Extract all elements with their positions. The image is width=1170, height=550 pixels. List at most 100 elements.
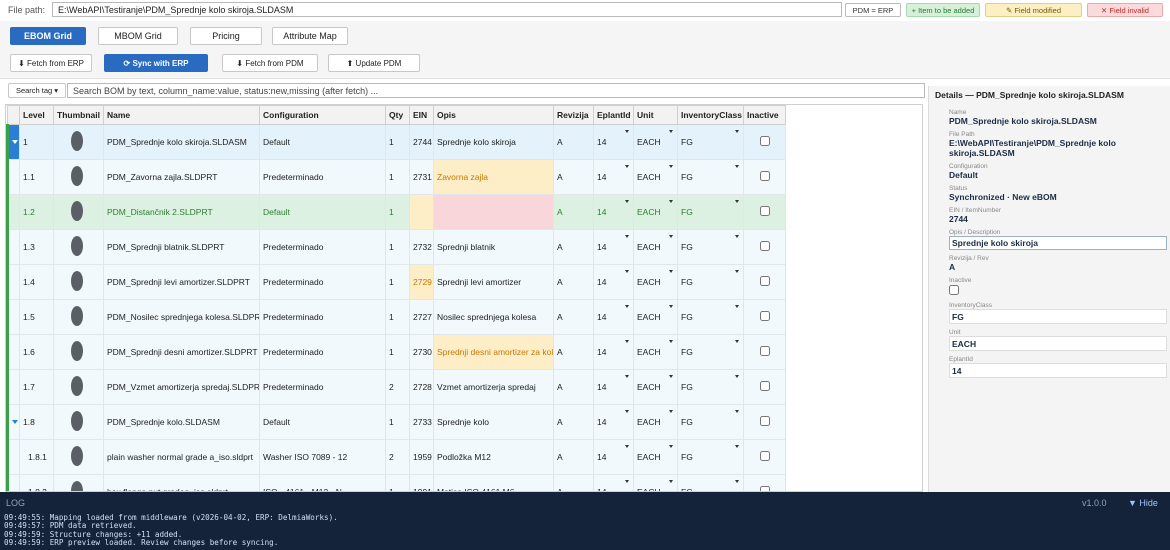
- legend-badge: + Item to be added: [906, 3, 980, 17]
- inventory-class-cell: FG: [677, 194, 744, 230]
- log-title: LOG: [6, 498, 26, 508]
- expand-toggle[interactable]: [12, 420, 18, 424]
- field-select[interactable]: FG: [949, 309, 1167, 324]
- inactive-checkbox[interactable]: [759, 451, 770, 461]
- field-select[interactable]: 14: [949, 363, 1167, 378]
- inactive-checkbox[interactable]: [759, 171, 770, 181]
- inactive-checkbox[interactable]: [759, 486, 770, 491]
- ein-cell: 1991: [409, 474, 434, 491]
- unit-cell: EACH: [633, 334, 678, 370]
- field-label: Name: [949, 109, 967, 116]
- qty-cell: 1: [385, 404, 410, 440]
- inactive-cell: [743, 474, 786, 491]
- inventory-class-cell: FG: [677, 404, 744, 440]
- name-cell: PDM_Vzmet amortizerja spredaj.SLDPRT: [103, 369, 260, 405]
- thumbnail: [71, 481, 83, 491]
- bom-row[interactable]: 1.1 PDM_Zavorna zajla.SLDPRT Predeterminad…: [6, 159, 786, 195]
- file-path-input[interactable]: E:\WebAPI\Testiranje\PDM_Sprednje kolo s…: [52, 2, 842, 17]
- revizija-cell: A: [553, 474, 594, 491]
- action-button[interactable]: ⟳ Sync with ERP: [104, 54, 208, 72]
- field-value: 2744: [949, 214, 968, 224]
- inventory-class-cell: FG: [677, 334, 744, 370]
- row-indicator: [6, 229, 20, 265]
- log-line: 09:49:59: Structure changes: +11 added.: [4, 529, 183, 539]
- thumbnail-shape: [71, 341, 83, 361]
- bom-row[interactable]: 1.6 PDM_Sprednji desni amortizer.SLDPRT Pr…: [6, 334, 786, 370]
- tab[interactable]: Pricing: [190, 27, 262, 45]
- column-header: EIN: [409, 105, 434, 125]
- row-indicator: [6, 159, 20, 195]
- bom-row[interactable]: 1.3 PDM_Sprednji blatnik.SLDPRT Predetermi…: [6, 229, 786, 265]
- bom-row[interactable]: 1.4 PDM_Sprednji levi amortizer.SLDPRT Pre…: [6, 264, 786, 300]
- eplantid-cell: 14: [593, 124, 634, 160]
- field-label: InventoryClass: [949, 302, 992, 309]
- thumbnail-shape: [71, 236, 83, 256]
- revizija-cell: A: [553, 299, 594, 335]
- thumbnail-shape: [71, 131, 83, 151]
- field-label: Inactive: [949, 277, 972, 284]
- bom-row[interactable]: 1.5 PDM_Nosilec sprednjega kolesa.SLDPRT P…: [6, 299, 786, 335]
- field-checkbox[interactable]: [949, 285, 959, 295]
- tab[interactable]: MBOM Grid: [98, 27, 178, 45]
- inventory-class-cell: FG: [677, 299, 744, 335]
- bom-row[interactable]: 1 PDM_Sprednje kolo skiroja.SLDASM Default…: [6, 124, 786, 160]
- opis-cell: Sprednji levi amortizer: [433, 264, 554, 300]
- inactive-checkbox[interactable]: [759, 276, 770, 286]
- action-button[interactable]: ⬆ Update PDM: [328, 54, 420, 72]
- thumbnail-cell: [53, 299, 104, 335]
- field-input[interactable]: Sprednje kolo skiroja: [949, 236, 1167, 250]
- field-label: File Path: [949, 131, 975, 138]
- action-button[interactable]: ⬇ Fetch from ERP: [10, 54, 92, 72]
- qty-cell: 1: [385, 299, 410, 335]
- inactive-checkbox[interactable]: [759, 381, 770, 391]
- inactive-checkbox[interactable]: [759, 206, 770, 216]
- thumbnail-cell: [53, 229, 104, 265]
- inactive-cell: [743, 229, 786, 265]
- thumbnail-cell: [53, 264, 104, 300]
- bom-row[interactable]: 1.8 PDM_Sprednje kolo.SLDASM Default 1 2733 S…: [6, 404, 786, 440]
- field-label: Status: [949, 185, 968, 192]
- bom-row[interactable]: 1.2 PDM_Distančnik 2.SLDPRT Default 1 A 14 EAC…: [6, 194, 786, 230]
- column-header: Configuration: [259, 105, 386, 125]
- ein-cell: 2732: [409, 229, 434, 265]
- search-input[interactable]: Search BOM by text, column_name:value, s…: [67, 83, 925, 98]
- bom-row[interactable]: 1.7 PDM_Vzmet amortizerja spredaj.SLDPRT P…: [6, 369, 786, 405]
- inactive-checkbox[interactable]: [759, 416, 770, 426]
- bom-row[interactable]: 1.8.2 hex flange nut gradea_iso.sldprt ISO…: [6, 474, 786, 491]
- revizija-cell: A: [553, 159, 594, 195]
- unit-cell: EACH: [633, 439, 678, 475]
- expand-toggle[interactable]: [12, 140, 18, 144]
- field-select[interactable]: EACH: [949, 336, 1167, 351]
- field-label: EIN / ItemNumber: [949, 207, 1002, 214]
- action-button[interactable]: ⬇ Fetch from PDM: [222, 54, 318, 72]
- revizija-cell: A: [553, 194, 594, 230]
- inventory-class-cell: FG: [677, 264, 744, 300]
- thumbnail: [71, 131, 83, 151]
- unit-cell: EACH: [633, 474, 678, 491]
- column-header: Opis: [433, 105, 554, 125]
- inactive-checkbox[interactable]: [759, 311, 770, 321]
- hide-button[interactable]: ▼ Hide: [1128, 498, 1158, 508]
- tab[interactable]: EBOM Grid: [10, 27, 86, 45]
- inventory-class-cell: FG: [677, 159, 744, 195]
- bom-row[interactable]: 1.8.1 plain washer normal grade a_iso.sld…: [6, 439, 786, 475]
- column-header: Level: [19, 105, 54, 125]
- column-header: InventoryClass: [677, 105, 744, 125]
- inactive-checkbox[interactable]: [759, 136, 770, 146]
- inactive-checkbox[interactable]: [759, 346, 770, 356]
- inactive-checkbox[interactable]: [759, 241, 770, 251]
- qty-cell: 1: [385, 334, 410, 370]
- revizija-cell: A: [553, 334, 594, 370]
- search-tag[interactable]: Search tag ▾: [8, 83, 66, 98]
- level-cell: 1.1: [19, 159, 54, 195]
- field-label: Unit: [949, 329, 961, 336]
- configuration-cell: Predeterminado: [259, 229, 386, 265]
- name-cell: PDM_Nosilec sprednjega kolesa.SLDPRT: [103, 299, 260, 335]
- field-label: Revizija / Rev: [949, 255, 989, 262]
- field-value: Default: [949, 170, 978, 180]
- level-cell: 1.3: [19, 229, 54, 265]
- thumbnail-shape: [71, 306, 83, 326]
- revizija-cell: A: [553, 229, 594, 265]
- tab[interactable]: Attribute Map: [272, 27, 348, 45]
- ein-cell: [409, 194, 434, 230]
